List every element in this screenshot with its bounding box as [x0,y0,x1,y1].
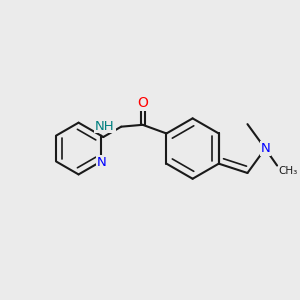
Text: N: N [260,142,270,155]
Text: O: O [137,96,148,110]
Text: N: N [97,156,107,169]
Text: CH₃: CH₃ [278,167,297,176]
Text: NH: NH [95,120,115,133]
